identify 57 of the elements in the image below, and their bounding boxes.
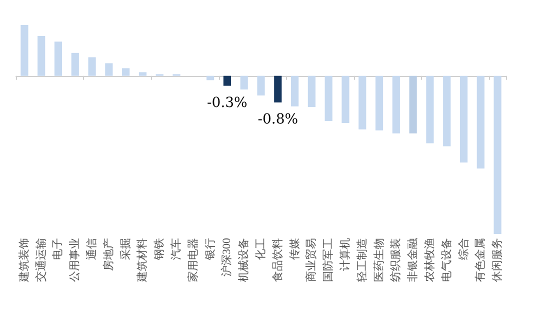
x-tick-label: 电气设备 xyxy=(440,238,453,282)
bar xyxy=(494,76,502,234)
x-tick-label: 电子 xyxy=(51,238,64,260)
x-tick-label: 食品饮料 xyxy=(270,238,284,282)
bar xyxy=(122,68,130,76)
x-tick-label: 汽车 xyxy=(170,238,183,260)
bar xyxy=(274,76,282,102)
bar xyxy=(223,76,232,86)
bar xyxy=(71,52,79,76)
x-tick-label: 房地产 xyxy=(102,238,115,271)
bar xyxy=(460,76,468,163)
bar xyxy=(240,76,248,90)
x-tick-label: 休闲服务 xyxy=(492,238,504,282)
x-tick-label: 化工 xyxy=(255,238,267,260)
bar xyxy=(476,76,484,169)
x-tick-label: 交通运输 xyxy=(34,238,48,282)
bar xyxy=(358,76,366,130)
bar xyxy=(20,25,28,76)
bar xyxy=(290,76,299,106)
bar xyxy=(443,76,451,146)
bar xyxy=(324,76,332,122)
bar xyxy=(138,72,147,76)
x-tick-label: 钢铁 xyxy=(154,238,166,261)
bar xyxy=(88,57,96,76)
x-tick-label: 非银金融 xyxy=(406,238,420,282)
x-tick-label: 建筑装饰 xyxy=(17,238,30,283)
bar xyxy=(105,63,113,76)
x-tick-label: 机械设备 xyxy=(237,238,250,282)
x-tick-label: 农林牧渔 xyxy=(422,238,436,282)
x-tick-label: 沪深300 xyxy=(220,238,234,276)
x-tick-label: 通信 xyxy=(85,238,98,260)
bar xyxy=(206,76,214,80)
x-tick-label: 采掘 xyxy=(118,238,132,260)
bar xyxy=(257,76,265,96)
bar xyxy=(54,42,62,76)
bar xyxy=(409,76,417,134)
bar xyxy=(426,76,434,144)
x-tick-label: 传媒 xyxy=(288,238,301,260)
x-tick-label: 纺织服装 xyxy=(389,238,402,282)
x-tick-label: 综合 xyxy=(456,238,470,260)
x-tick-label: 计算机 xyxy=(338,238,352,271)
x-tick-label: 医药生物 xyxy=(372,238,386,282)
x-tick-label: 银行 xyxy=(204,238,216,261)
x-tick-label: 有色金属 xyxy=(474,238,487,282)
data-label: -0.8% xyxy=(258,111,298,128)
data-label: -0.3% xyxy=(207,94,248,111)
x-tick-label: 轻工制造 xyxy=(355,238,368,282)
bar xyxy=(38,36,46,76)
bar xyxy=(342,76,350,124)
x-tick-label: 公用事业 xyxy=(68,238,82,282)
bar xyxy=(392,76,400,134)
x-tick-label: 家用电器 xyxy=(186,238,200,282)
bar xyxy=(375,76,384,130)
bar xyxy=(308,76,316,108)
x-tick-label: 国防军工 xyxy=(322,238,335,282)
x-tick-label: 建筑材料 xyxy=(136,238,149,283)
x-tick-label: 商业贸易 xyxy=(304,238,318,282)
